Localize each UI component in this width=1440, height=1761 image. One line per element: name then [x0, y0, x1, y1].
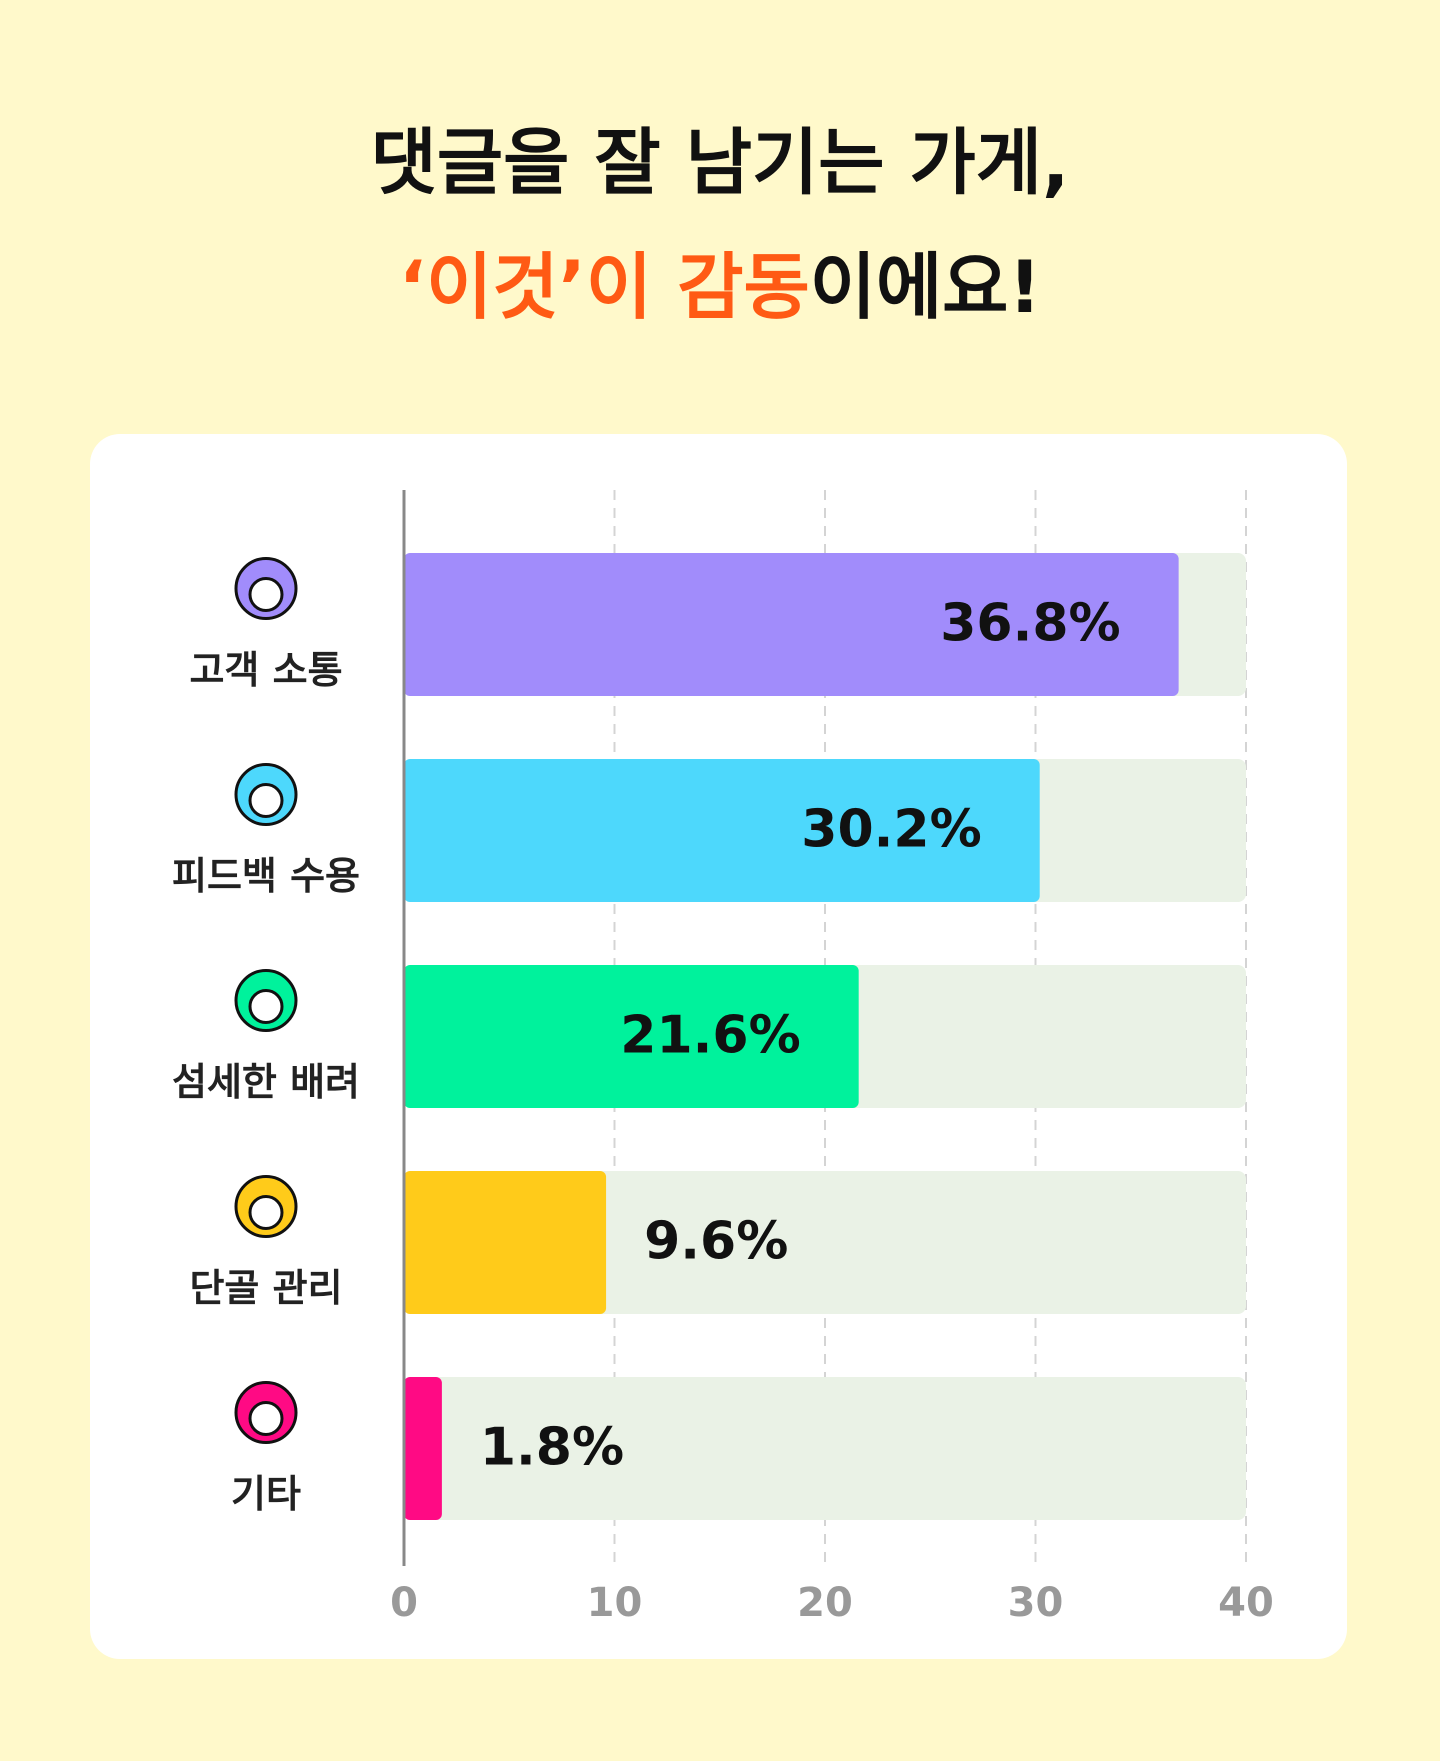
- icon-face: [248, 577, 284, 612]
- x-tick-label: 30: [1008, 1580, 1064, 1626]
- x-tick-label: 10: [587, 1580, 643, 1626]
- x-tick-label: 40: [1218, 1580, 1274, 1626]
- value-label: 1.8%: [480, 1418, 624, 1478]
- x-tick-label: 0: [390, 1580, 418, 1626]
- bar: [404, 759, 1040, 902]
- icon-face: [248, 1195, 284, 1230]
- icon-face: [248, 1401, 284, 1436]
- chart-title: 댓글을 잘 남기는 가게,: [371, 121, 1070, 205]
- icon-face: [248, 783, 284, 818]
- x-tick-label: 20: [797, 1580, 853, 1626]
- category-label: 기타: [231, 1472, 301, 1516]
- icon-face: [248, 989, 284, 1024]
- value-label: 9.6%: [644, 1212, 788, 1272]
- category-label: 고객 소통: [189, 648, 342, 692]
- bar: [404, 1377, 442, 1520]
- value-label: 36.8%: [940, 594, 1120, 654]
- bar-track: [404, 1377, 1246, 1520]
- subtitle-highlight: ‘이것’이 감동: [399, 245, 810, 329]
- category-label: 섬세한 배려: [172, 1060, 360, 1104]
- chart-subtitle: ‘이것’이 감동이에요!: [399, 245, 1042, 329]
- subtitle-rest: 이에요!: [810, 245, 1042, 329]
- value-label: 21.6%: [620, 1006, 800, 1066]
- bar: [404, 965, 859, 1108]
- category-label: 피드백 수용: [172, 854, 360, 898]
- value-label: 30.2%: [801, 800, 981, 860]
- category-label: 단골 관리: [189, 1266, 342, 1310]
- bar: [404, 1171, 607, 1314]
- bar-track: [404, 1171, 1246, 1314]
- bar: [404, 553, 1179, 696]
